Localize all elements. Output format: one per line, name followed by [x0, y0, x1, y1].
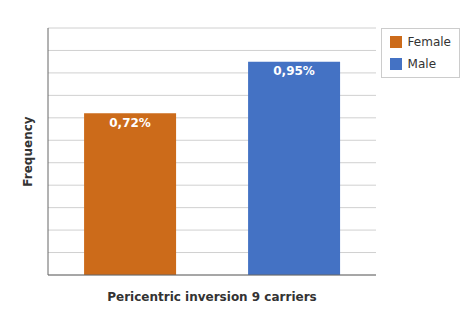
html-text:Male: Male	[407, 57, 436, 71]
svg-text:Frequency: Frequency	[21, 116, 35, 186]
svg-text:0,72%: 0,72%	[109, 116, 151, 130]
svg-text:Pericentric inversion 9 carrie: Pericentric inversion 9 carriers	[107, 290, 316, 304]
svg-text:0,95%: 0,95%	[273, 64, 315, 78]
html-text:Female: Female	[407, 35, 451, 49]
